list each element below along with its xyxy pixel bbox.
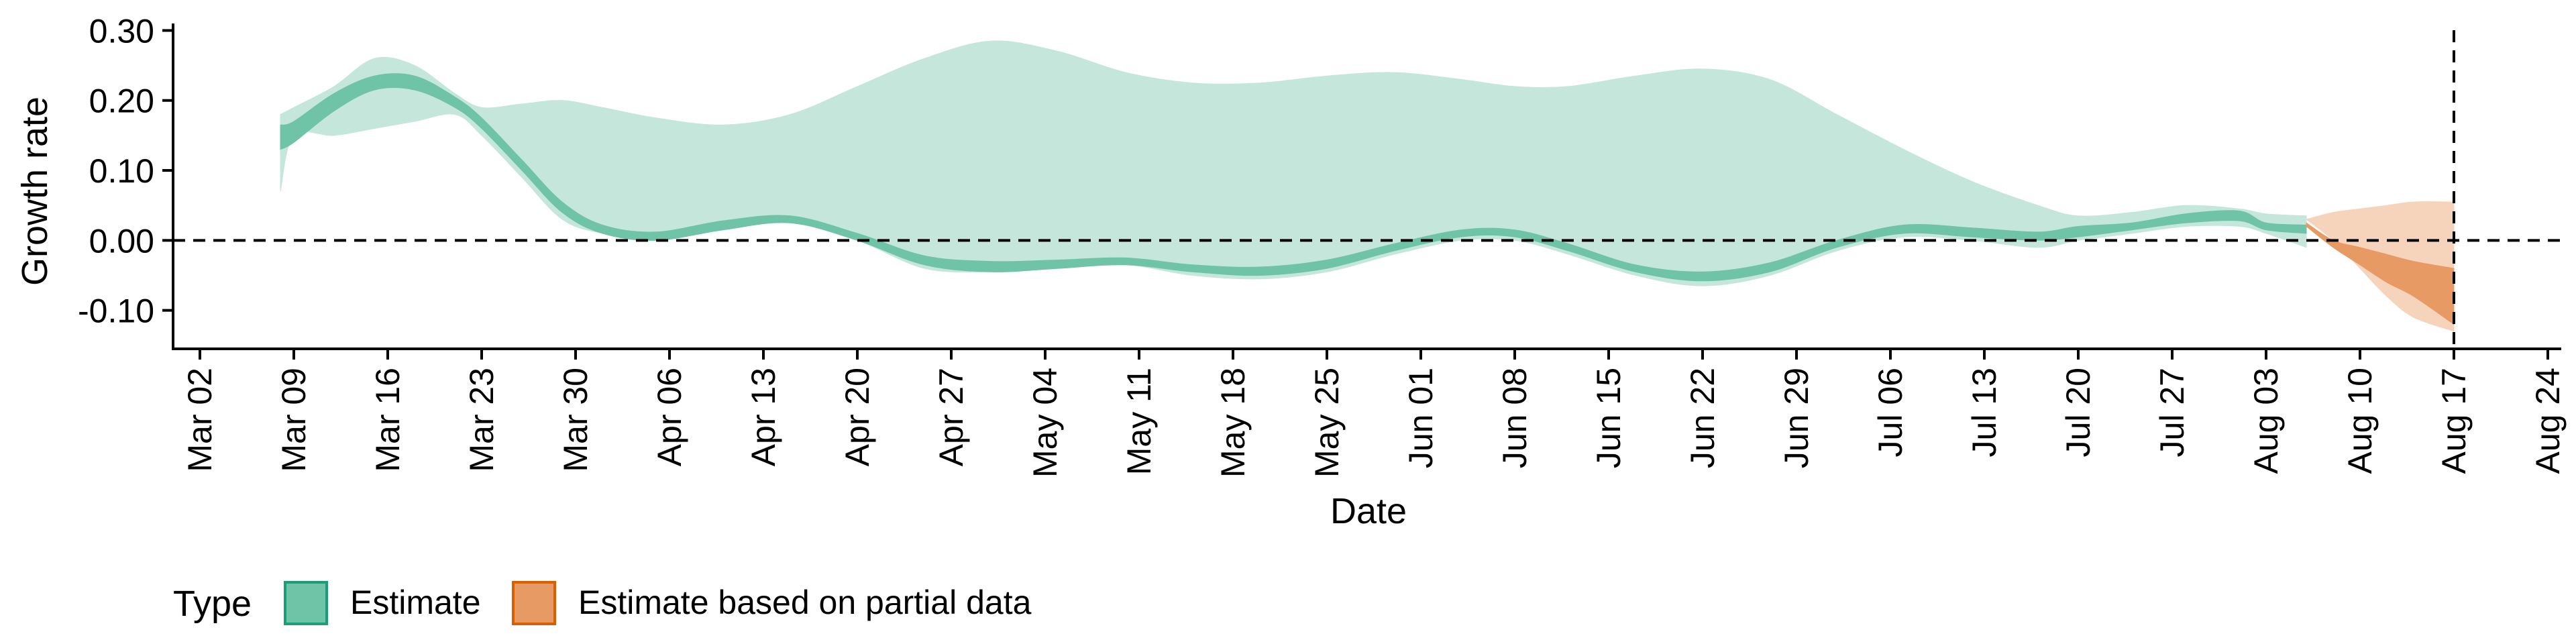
x-tick-label: Mar 23 (463, 368, 500, 472)
x-tick-label: Jul 13 (1966, 368, 2003, 457)
x-tick-label: Aug 24 (2529, 368, 2567, 474)
x-tick-label: Jun 15 (1590, 368, 1627, 468)
x-tick-label: Jun 22 (1684, 368, 1721, 468)
x-tick-label: Apr 06 (651, 368, 688, 466)
axes (172, 23, 2561, 350)
legend-key-estimate (284, 581, 328, 625)
x-tick-label: May 04 (1026, 368, 1064, 478)
y-tick-label: 0.10 (89, 152, 154, 190)
x-tick-label: Jun 01 (1402, 368, 1440, 468)
x-tick-label: Jun 08 (1496, 368, 1534, 468)
x-tick-label: Apr 20 (839, 368, 876, 466)
y-axis-ticks: 0.30 0.20 0.10 0.00 -0.10 (78, 12, 173, 330)
x-tick-label: Aug 03 (2247, 368, 2285, 474)
legend-label-estimate: Estimate (350, 584, 481, 621)
bands-layer (280, 40, 2455, 332)
x-tick-label: Aug 17 (2435, 368, 2473, 474)
y-axis-title: Growth rate (15, 97, 55, 286)
x-tick-label: Mar 16 (369, 368, 407, 472)
x-tick-label: Jun 29 (1778, 368, 1815, 468)
x-tick-label: Mar 02 (181, 368, 219, 472)
x-tick-label: Aug 10 (2341, 368, 2379, 474)
reference-lines (173, 30, 2561, 349)
x-tick-label: Apr 13 (745, 368, 782, 466)
x-tick-label: Jul 20 (2059, 368, 2097, 457)
band-inner-partial (2306, 222, 2455, 325)
x-tick-label: Mar 09 (275, 368, 313, 472)
y-tick-label: 0.00 (89, 222, 154, 260)
x-tick-label: Jul 06 (1872, 368, 1909, 457)
x-tick-label: May 18 (1214, 368, 1252, 478)
band-outer-estimate (280, 40, 2307, 286)
x-tick-label: Mar 30 (557, 368, 594, 472)
x-axis-title: Date (1330, 491, 1407, 531)
x-tick-label: Apr 27 (932, 368, 970, 466)
legend-title: Type (173, 584, 252, 624)
y-tick-label: -0.10 (78, 292, 154, 330)
x-tick-label: Jul 27 (2153, 368, 2191, 457)
y-tick-label: 0.20 (89, 83, 154, 120)
x-tick-label: May 25 (1308, 368, 1346, 478)
legend: Type Estimate Estimate based on partial … (173, 581, 1032, 625)
y-tick-label: 0.30 (89, 12, 154, 50)
legend-key-partial (512, 581, 556, 625)
x-tick-label: May 11 (1120, 368, 1158, 475)
legend-label-partial: Estimate based on partial data (578, 584, 1032, 621)
x-axis-ticks: Mar 02 Mar 09 Mar 16 Mar 23 Mar 30 Apr 06 Apr … (181, 349, 2567, 478)
band-inner-estimate (280, 73, 2307, 282)
